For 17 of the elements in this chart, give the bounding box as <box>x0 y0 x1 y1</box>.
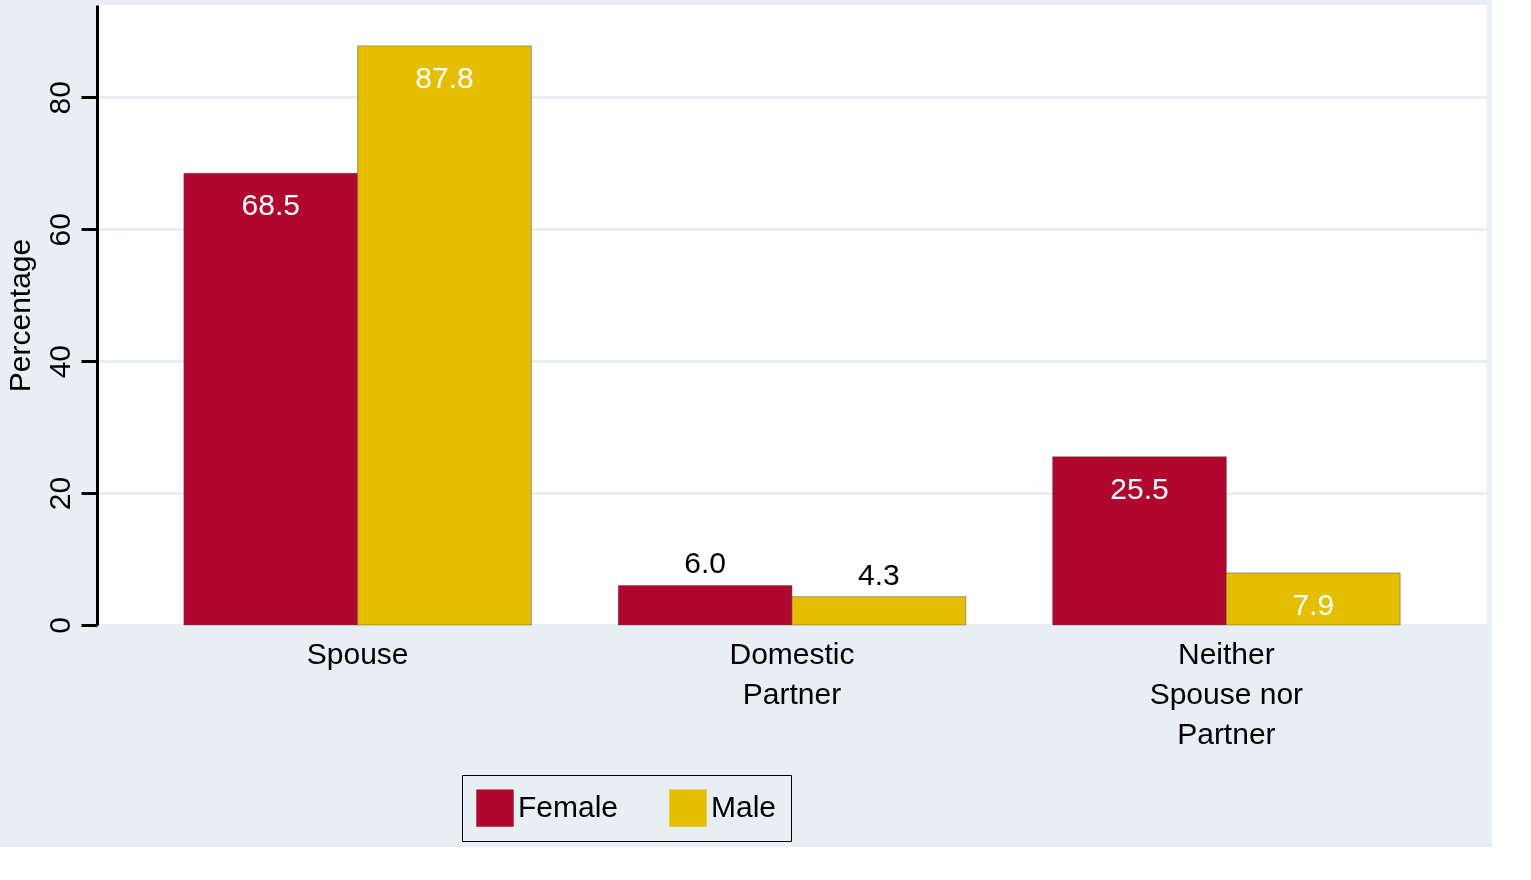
data-label: 7.9 <box>1292 587 1335 621</box>
legend-label: Female <box>518 790 619 824</box>
data-label: 68.5 <box>241 188 300 222</box>
y-tick-label: 20 <box>42 476 76 511</box>
data-label: 6.0 <box>684 546 726 580</box>
x-tick-label: Neither Spouse nor Partner <box>1149 636 1304 750</box>
y-tick-label: 60 <box>42 213 76 247</box>
y-tick-label: 40 <box>42 344 76 379</box>
data-label: 4.3 <box>858 557 900 591</box>
x-tick-label: Spouse <box>306 636 409 670</box>
y-tick-label: 0 <box>42 617 76 634</box>
y-tick-label: 80 <box>42 81 76 115</box>
data-label: 87.8 <box>415 60 474 94</box>
x-tick-label: Domestic Partner <box>729 636 855 710</box>
y-axis-title: Percentage <box>2 238 36 393</box>
data-label: 25.5 <box>1110 471 1169 505</box>
legend-label: Male <box>711 790 777 824</box>
